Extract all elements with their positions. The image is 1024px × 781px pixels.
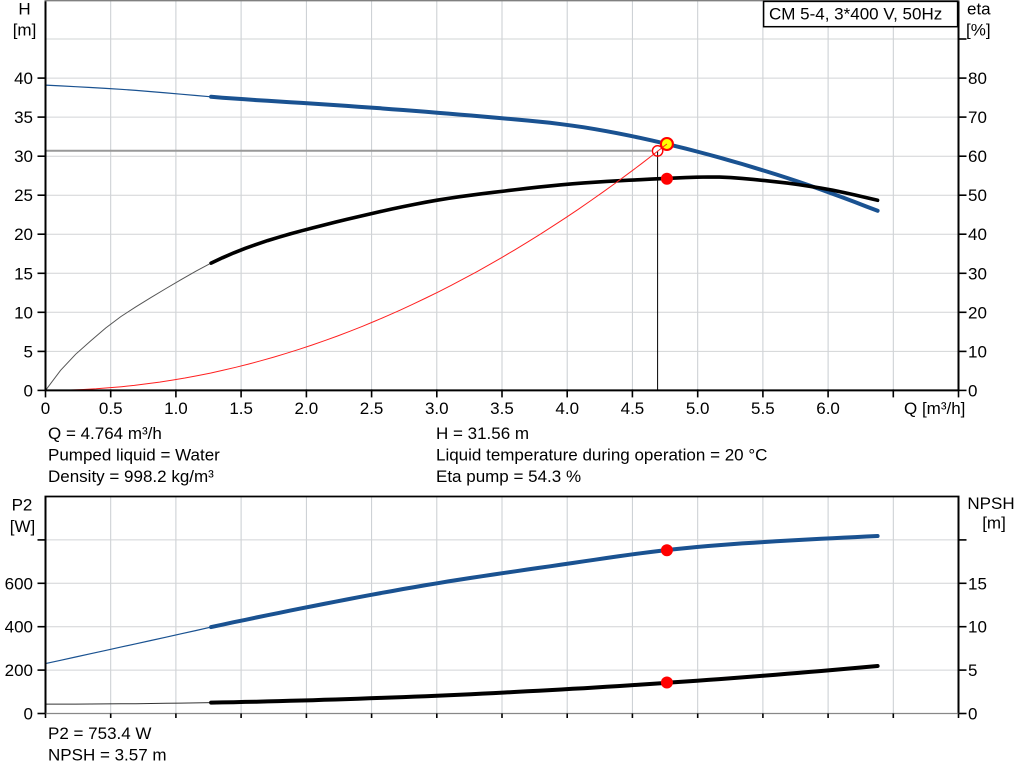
svg-text:2.5: 2.5 <box>360 399 384 418</box>
svg-text:20: 20 <box>968 303 987 322</box>
svg-text:Liquid temperature during oper: Liquid temperature during operation = 20… <box>436 445 767 464</box>
svg-text:200: 200 <box>5 661 33 680</box>
svg-text:CM 5-4, 3*400 V, 50Hz: CM 5-4, 3*400 V, 50Hz <box>769 5 942 24</box>
svg-text:10: 10 <box>968 618 987 637</box>
svg-text:0: 0 <box>24 381 33 400</box>
svg-text:[W]: [W] <box>10 517 36 536</box>
svg-text:0: 0 <box>24 705 33 724</box>
svg-text:40: 40 <box>14 69 33 88</box>
svg-text:5.0: 5.0 <box>686 399 710 418</box>
svg-text:70: 70 <box>968 108 987 127</box>
svg-text:3.5: 3.5 <box>490 399 514 418</box>
svg-text:60: 60 <box>968 147 987 166</box>
svg-text:Density = 998.2 kg/m³: Density = 998.2 kg/m³ <box>48 467 214 486</box>
svg-text:eta: eta <box>967 0 991 19</box>
svg-text:NPSH: NPSH <box>967 494 1014 513</box>
svg-text:50: 50 <box>968 186 987 205</box>
svg-text:3.0: 3.0 <box>425 399 449 418</box>
svg-text:4.0: 4.0 <box>555 399 579 418</box>
svg-text:35: 35 <box>14 108 33 127</box>
svg-text:25: 25 <box>14 186 33 205</box>
svg-text:0: 0 <box>41 399 50 418</box>
svg-text:1.0: 1.0 <box>164 399 188 418</box>
svg-text:20: 20 <box>14 225 33 244</box>
svg-text:0: 0 <box>968 381 977 400</box>
svg-text:0: 0 <box>968 705 977 724</box>
svg-text:Q [m³/h]: Q [m³/h] <box>904 399 965 418</box>
svg-text:[m]: [m] <box>13 21 37 40</box>
svg-text:6.0: 6.0 <box>816 399 840 418</box>
svg-text:Q = 4.764 m³/h: Q = 4.764 m³/h <box>48 424 162 443</box>
svg-text:H: H <box>18 0 30 19</box>
svg-text:30: 30 <box>14 147 33 166</box>
svg-text:400: 400 <box>5 618 33 637</box>
svg-text:0.5: 0.5 <box>99 399 123 418</box>
svg-text:40: 40 <box>968 225 987 244</box>
svg-text:H = 31.56 m: H = 31.56 m <box>436 424 529 443</box>
svg-text:5.5: 5.5 <box>751 399 775 418</box>
svg-text:P2 = 753.4 W: P2 = 753.4 W <box>48 724 151 743</box>
svg-text:15: 15 <box>968 574 987 593</box>
svg-text:5: 5 <box>968 661 977 680</box>
svg-text:30: 30 <box>968 264 987 283</box>
svg-text:Pumped liquid = Water: Pumped liquid = Water <box>48 445 220 464</box>
svg-text:P2: P2 <box>12 496 33 515</box>
svg-text:10: 10 <box>968 342 987 361</box>
svg-text:5: 5 <box>24 342 33 361</box>
svg-text:[m]: [m] <box>982 514 1006 533</box>
svg-text:[%]: [%] <box>966 21 991 40</box>
svg-text:Eta pump = 54.3 %: Eta pump = 54.3 % <box>436 467 581 486</box>
svg-text:10: 10 <box>14 303 33 322</box>
svg-text:600: 600 <box>5 574 33 593</box>
svg-text:1.5: 1.5 <box>229 399 253 418</box>
svg-text:15: 15 <box>14 264 33 283</box>
svg-text:NPSH = 3.57 m: NPSH = 3.57 m <box>48 745 167 764</box>
svg-text:80: 80 <box>968 69 987 88</box>
svg-text:2.0: 2.0 <box>295 399 319 418</box>
svg-text:4.5: 4.5 <box>621 399 645 418</box>
